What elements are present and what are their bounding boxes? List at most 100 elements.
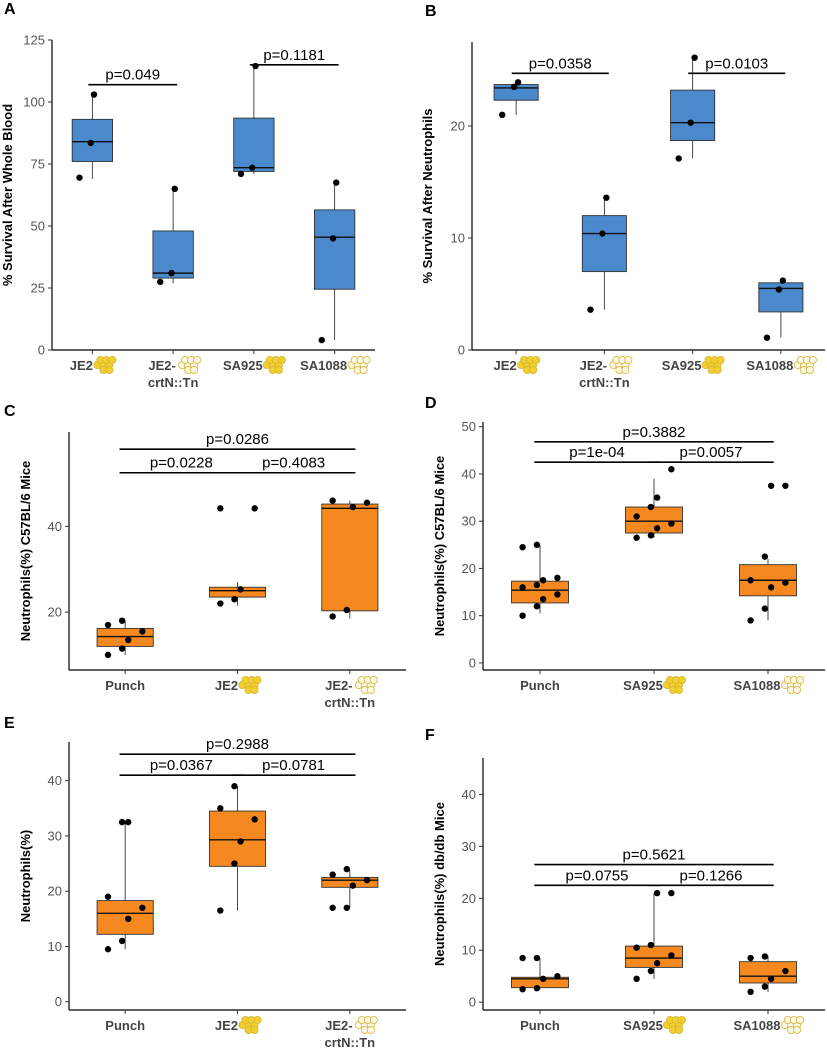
y-axis-label: % Survival After Whole Blood <box>0 104 15 286</box>
data-point <box>747 577 754 584</box>
data-point <box>782 482 789 489</box>
y-axis-label: % Survival After Neutrophils <box>420 108 435 283</box>
data-point <box>231 860 238 867</box>
x-tick-label: Punch <box>105 1018 145 1033</box>
y-tick-label: 0 <box>38 343 45 358</box>
pigmented-colony-icon <box>663 1016 687 1035</box>
nonpigmented-colony-icon <box>609 355 633 374</box>
data-point <box>519 954 526 962</box>
box-group <box>493 79 539 119</box>
y-tick-label: 20 <box>48 884 62 899</box>
data-point <box>519 584 526 591</box>
cell-circle <box>274 365 283 374</box>
data-point <box>653 494 661 501</box>
data-point <box>779 277 787 284</box>
box-group <box>581 194 627 313</box>
y-tick-label: 0 <box>55 994 62 1009</box>
data-point <box>775 286 783 293</box>
p-value-label: p=0.0286 <box>206 431 269 448</box>
data-point <box>633 975 640 983</box>
cell-circle <box>529 365 538 374</box>
data-point <box>157 278 164 285</box>
cell-circle <box>193 355 202 364</box>
cell-circle <box>362 355 371 364</box>
panel-f: F Neutrophils(%) db/db Mice 0 10 20 30 40 Punch… <box>425 727 825 1035</box>
data-point <box>118 645 126 652</box>
y-tick-label: 40 <box>462 466 476 481</box>
data-point <box>519 543 526 551</box>
cell-circle <box>716 355 725 364</box>
box-group <box>739 953 797 996</box>
y-tick-label: 0 <box>469 655 476 670</box>
data-point <box>76 174 83 181</box>
y-tick-label: 10 <box>48 939 62 954</box>
nonpigmented-colony-icon <box>354 676 378 695</box>
p-value-label: p=0.1266 <box>680 867 743 884</box>
x-tick-label: SA925 <box>223 358 263 373</box>
y-tick-label: 125 <box>23 33 45 48</box>
x-tick-label: Punch <box>520 1018 560 1033</box>
data-point <box>747 617 754 624</box>
nonpigmented-colony-icon <box>178 355 202 374</box>
p-value-label: p=0.0755 <box>566 867 629 884</box>
panel-letter: B <box>425 3 437 20</box>
p-value-label: p=0.0358 <box>529 55 592 72</box>
cell-circle <box>190 365 199 374</box>
box-group <box>625 889 683 983</box>
data-point <box>668 889 675 897</box>
box-group <box>625 466 683 541</box>
data-point <box>168 269 175 277</box>
pigmented-colony-icon <box>701 355 725 374</box>
p-value-label: p=0.2988 <box>206 736 269 753</box>
box-iqr <box>670 89 716 142</box>
pigmented-colony-icon <box>93 355 117 374</box>
nonpigmented-colony-icon <box>354 1016 378 1035</box>
box-iqr <box>321 876 379 888</box>
data-point <box>217 805 224 812</box>
cell-circle <box>532 355 541 364</box>
p-value-label: p=0.4083 <box>262 455 325 472</box>
data-point <box>118 818 126 826</box>
data-point <box>782 579 789 586</box>
p-value-label: p=0.0103 <box>705 55 768 72</box>
data-point <box>519 612 526 619</box>
data-point <box>217 600 224 607</box>
x-tick-label: JE2 <box>215 678 238 693</box>
pigmented-colony-icon <box>663 676 687 695</box>
data-point <box>329 904 336 911</box>
data-point <box>252 62 259 70</box>
data-point <box>675 155 682 162</box>
data-point <box>217 505 224 512</box>
cell-circle <box>369 676 378 685</box>
y-tick-label: 20 <box>462 891 476 906</box>
data-point <box>104 621 112 629</box>
data-point <box>554 574 561 582</box>
y-tick-label: 30 <box>462 514 476 529</box>
panel-e: E Neutrophils(%) 0 10 20 30 40 Punch JE2 JE2- crtN… <box>4 715 406 1050</box>
cell-circle <box>359 365 368 374</box>
box-iqr <box>739 961 797 984</box>
data-point <box>333 179 340 186</box>
data-point <box>653 889 661 897</box>
cell-circle <box>796 1016 805 1025</box>
data-point <box>118 617 126 624</box>
y-tick-label: 20 <box>462 561 476 576</box>
box-group <box>71 91 114 181</box>
box-group <box>152 185 194 285</box>
y-tick-label: 20 <box>48 605 62 620</box>
p-value-label: p=0.0367 <box>150 757 213 774</box>
cell-circle <box>805 365 814 374</box>
box-iqr <box>581 215 627 273</box>
panel-letter: D <box>425 395 437 412</box>
data-point <box>633 534 640 541</box>
data-point <box>554 973 561 980</box>
cell-circle <box>675 1026 684 1035</box>
x-tick-label-line2: crtN::Tn <box>148 375 199 390</box>
box-group <box>96 617 154 659</box>
data-point <box>647 503 655 511</box>
data-point <box>747 954 754 962</box>
box-group <box>313 179 356 344</box>
data-point <box>510 83 518 91</box>
data-point <box>519 986 526 993</box>
data-point <box>249 164 256 171</box>
